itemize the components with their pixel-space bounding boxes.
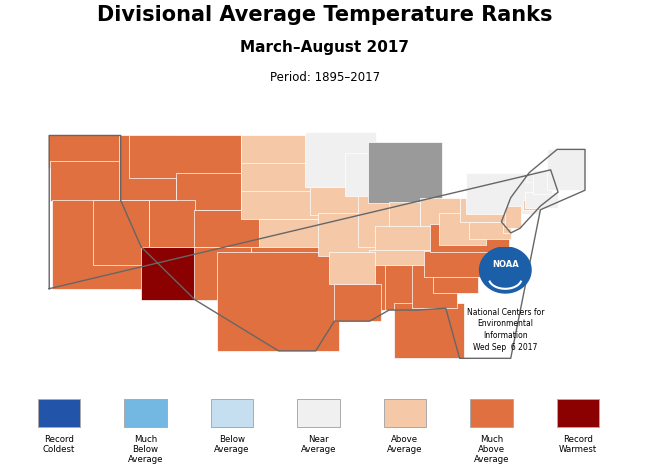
FancyBboxPatch shape — [305, 132, 376, 187]
FancyBboxPatch shape — [119, 135, 176, 200]
FancyBboxPatch shape — [460, 198, 514, 222]
FancyBboxPatch shape — [526, 172, 543, 182]
Text: National Centers for
Environmental
Information
Wed Sep  6 2017: National Centers for Environmental Infor… — [467, 308, 544, 352]
FancyBboxPatch shape — [194, 247, 251, 300]
FancyBboxPatch shape — [471, 399, 512, 427]
FancyBboxPatch shape — [38, 399, 81, 427]
FancyBboxPatch shape — [540, 200, 547, 208]
Text: Record
Coldest: Record Coldest — [43, 435, 75, 454]
FancyBboxPatch shape — [439, 213, 486, 245]
FancyBboxPatch shape — [433, 264, 478, 294]
FancyBboxPatch shape — [259, 219, 329, 247]
FancyBboxPatch shape — [525, 192, 558, 208]
FancyBboxPatch shape — [329, 252, 375, 284]
FancyBboxPatch shape — [310, 187, 370, 215]
FancyBboxPatch shape — [533, 170, 552, 194]
FancyBboxPatch shape — [125, 399, 166, 427]
Text: Much
Below
Average: Much Below Average — [128, 435, 163, 465]
FancyBboxPatch shape — [369, 250, 449, 266]
Text: Divisional Average Temperature Ranks: Divisional Average Temperature Ranks — [98, 5, 552, 25]
Polygon shape — [480, 247, 531, 293]
FancyBboxPatch shape — [523, 200, 540, 210]
FancyBboxPatch shape — [194, 210, 260, 247]
FancyBboxPatch shape — [505, 206, 521, 228]
FancyBboxPatch shape — [394, 303, 464, 358]
Text: NOAA: NOAA — [492, 260, 519, 269]
FancyBboxPatch shape — [334, 284, 381, 321]
Text: Record
Warmest: Record Warmest — [559, 435, 597, 454]
FancyBboxPatch shape — [503, 221, 511, 233]
Text: Much
Above
Average: Much Above Average — [474, 435, 509, 465]
FancyBboxPatch shape — [318, 213, 380, 256]
FancyBboxPatch shape — [149, 200, 195, 247]
FancyBboxPatch shape — [176, 172, 241, 210]
Text: March–August 2017: March–August 2017 — [240, 40, 410, 55]
FancyBboxPatch shape — [358, 196, 395, 247]
FancyBboxPatch shape — [240, 191, 322, 219]
FancyBboxPatch shape — [375, 227, 447, 252]
FancyBboxPatch shape — [469, 222, 511, 238]
Text: Below
Average: Below Average — [214, 435, 250, 454]
FancyBboxPatch shape — [141, 247, 195, 300]
FancyBboxPatch shape — [251, 247, 331, 278]
FancyBboxPatch shape — [50, 161, 125, 201]
FancyBboxPatch shape — [430, 224, 509, 252]
FancyBboxPatch shape — [217, 252, 339, 351]
FancyBboxPatch shape — [389, 202, 420, 239]
FancyBboxPatch shape — [52, 200, 148, 289]
FancyBboxPatch shape — [385, 266, 419, 310]
Text: Near
Average: Near Average — [301, 435, 336, 454]
Text: Above
Average: Above Average — [387, 435, 422, 454]
FancyBboxPatch shape — [368, 142, 442, 203]
FancyBboxPatch shape — [240, 163, 312, 196]
FancyBboxPatch shape — [384, 399, 426, 427]
FancyBboxPatch shape — [129, 135, 241, 178]
FancyBboxPatch shape — [211, 399, 254, 427]
Text: Period: 1895–2017: Period: 1895–2017 — [270, 71, 380, 84]
FancyBboxPatch shape — [420, 198, 460, 234]
FancyBboxPatch shape — [424, 251, 506, 276]
FancyBboxPatch shape — [93, 200, 149, 266]
FancyBboxPatch shape — [356, 266, 389, 310]
FancyBboxPatch shape — [240, 135, 310, 164]
FancyBboxPatch shape — [556, 399, 599, 427]
FancyBboxPatch shape — [466, 172, 540, 214]
FancyBboxPatch shape — [547, 150, 585, 190]
FancyBboxPatch shape — [298, 399, 339, 427]
FancyBboxPatch shape — [412, 266, 457, 308]
FancyBboxPatch shape — [344, 153, 401, 196]
FancyBboxPatch shape — [48, 135, 122, 168]
